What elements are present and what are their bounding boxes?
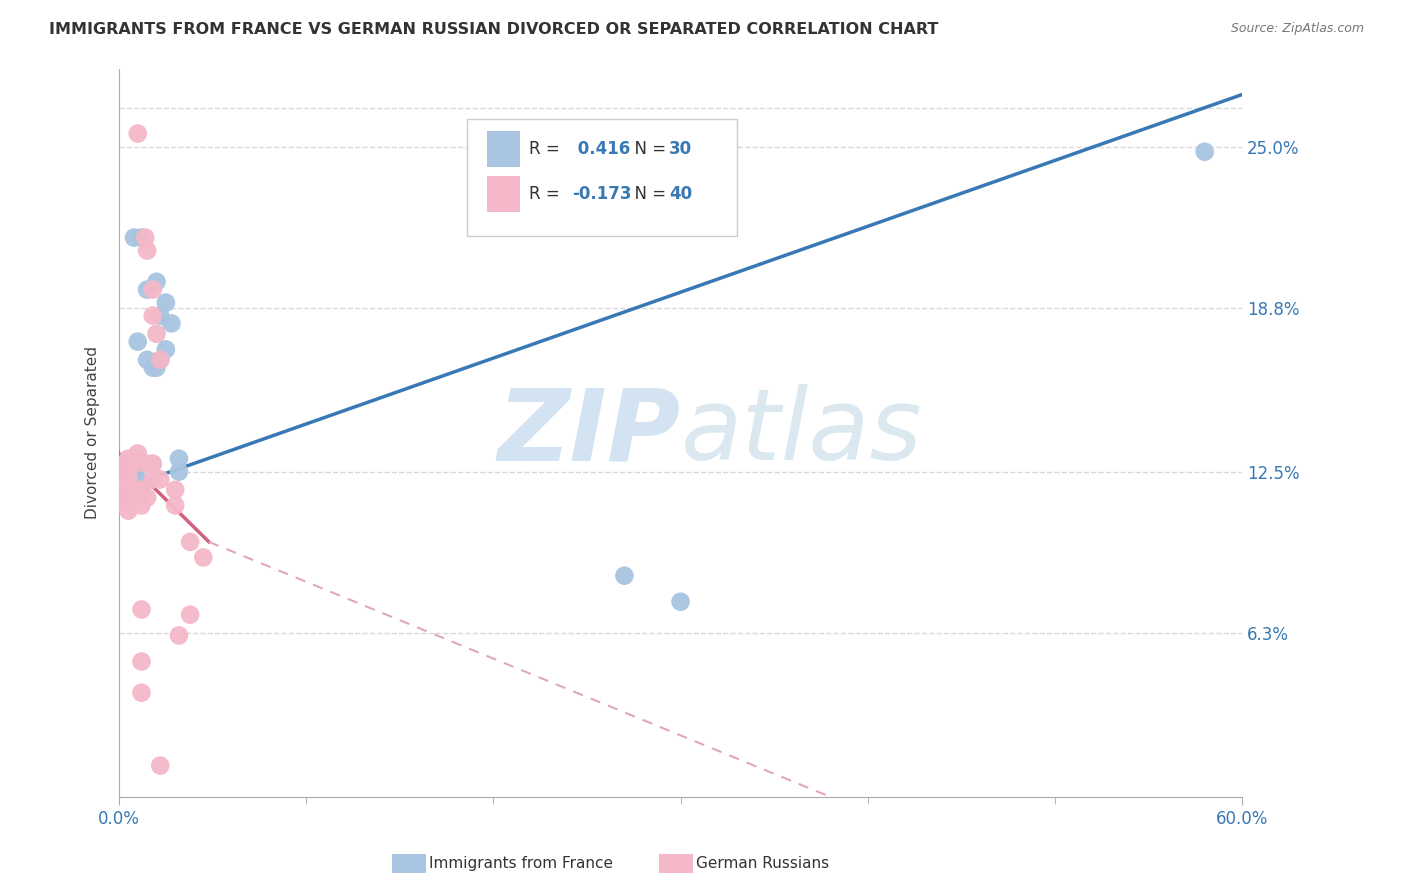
Point (117, 483, 139, 497)
Point (122, 457, 145, 471)
Point (122, 483, 145, 497)
Text: IMMIGRANTS FROM FRANCE VS GERMAN RUSSIAN DIVORCED OR SEPARATED CORRELATION CHART: IMMIGRANTS FROM FRANCE VS GERMAN RUSSIAN… (49, 22, 939, 37)
Text: 40: 40 (669, 185, 693, 203)
Point (122, 451, 145, 466)
Point (136, 244, 159, 258)
FancyBboxPatch shape (488, 131, 520, 167)
FancyBboxPatch shape (488, 176, 520, 211)
Point (179, 607, 201, 622)
Point (134, 230, 156, 244)
Point (117, 465, 139, 479)
Point (149, 758, 172, 772)
Point (127, 472, 149, 486)
Point (149, 472, 172, 486)
Point (142, 472, 165, 486)
Point (131, 457, 153, 471)
Point (142, 283, 165, 297)
Point (122, 491, 145, 505)
Point (136, 491, 159, 505)
Point (117, 499, 139, 513)
Point (131, 230, 153, 244)
Point (165, 483, 187, 497)
Text: -0.173: -0.173 (572, 185, 631, 203)
Point (142, 457, 165, 471)
Point (114, 457, 136, 471)
Text: 0.416: 0.416 (572, 140, 630, 158)
Text: N =: N = (624, 185, 672, 203)
Text: German Russians: German Russians (696, 856, 830, 871)
Text: N =: N = (624, 140, 672, 158)
Point (669, 595, 692, 609)
Point (122, 230, 145, 244)
Point (117, 457, 139, 471)
Point (149, 352, 172, 367)
Point (131, 483, 153, 497)
Point (131, 499, 153, 513)
Point (155, 343, 177, 357)
Point (114, 483, 136, 497)
Point (127, 334, 149, 349)
Point (145, 275, 167, 289)
Y-axis label: Divorced or Separated: Divorced or Separated (86, 346, 100, 519)
Point (142, 457, 165, 471)
Text: 30: 30 (669, 140, 693, 158)
Point (127, 491, 149, 505)
Point (165, 499, 187, 513)
Text: Source: ZipAtlas.com: Source: ZipAtlas.com (1230, 22, 1364, 36)
Point (127, 127, 149, 141)
Point (127, 483, 149, 497)
Point (117, 472, 139, 486)
Point (131, 655, 153, 669)
FancyBboxPatch shape (467, 120, 737, 236)
Point (127, 446, 149, 460)
Point (117, 472, 139, 486)
Point (114, 477, 136, 491)
Point (117, 491, 139, 505)
Point (131, 602, 153, 616)
Point (613, 568, 636, 582)
Point (1194, 145, 1216, 159)
Point (149, 309, 172, 323)
Point (114, 472, 136, 486)
Text: R =: R = (529, 185, 565, 203)
Text: R =: R = (529, 140, 565, 158)
Point (117, 503, 139, 517)
Point (145, 326, 167, 341)
Point (117, 457, 139, 471)
Point (117, 451, 139, 466)
Point (114, 491, 136, 505)
Text: Immigrants from France: Immigrants from France (429, 856, 613, 871)
Text: atlas: atlas (681, 384, 922, 481)
Point (167, 628, 190, 642)
Point (142, 360, 165, 375)
Point (136, 457, 159, 471)
Point (160, 317, 183, 331)
Point (117, 477, 139, 491)
Text: ZIP: ZIP (498, 384, 681, 481)
Point (136, 352, 159, 367)
Point (193, 550, 215, 565)
Point (131, 686, 153, 700)
Point (131, 477, 153, 491)
Point (122, 483, 145, 497)
Point (136, 283, 159, 297)
Point (155, 295, 177, 310)
Point (167, 465, 190, 479)
Point (167, 451, 190, 466)
Point (142, 309, 165, 323)
Point (149, 352, 172, 367)
Point (179, 534, 201, 549)
Point (145, 360, 167, 375)
